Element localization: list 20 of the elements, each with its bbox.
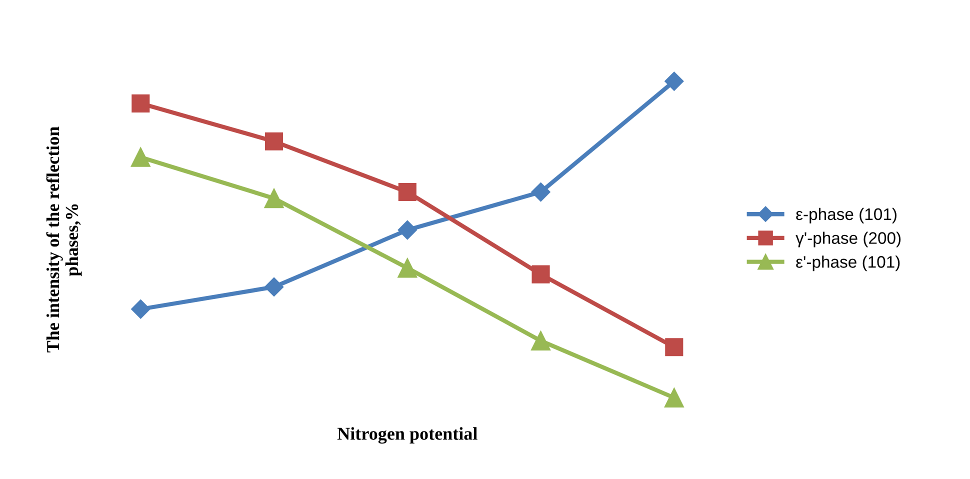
point bbox=[664, 388, 684, 408]
point bbox=[264, 188, 284, 208]
point bbox=[664, 72, 684, 91]
point bbox=[398, 183, 416, 202]
legend-label: γ'-phase (200) bbox=[796, 232, 901, 248]
point bbox=[531, 182, 550, 202]
point bbox=[264, 132, 284, 150]
point bbox=[131, 300, 150, 319]
legend-label: ε-phase (101) bbox=[796, 208, 896, 224]
point bbox=[132, 94, 150, 112]
point bbox=[130, 147, 150, 167]
point bbox=[398, 220, 417, 240]
point bbox=[532, 265, 550, 284]
point bbox=[264, 277, 284, 297]
point bbox=[531, 331, 550, 350]
point bbox=[398, 258, 418, 278]
y-axis-title: The intensity of the reflection phases,% bbox=[46, 126, 82, 352]
x-axis-title: Nitrogen potential bbox=[337, 427, 478, 444]
legend-label: ε'-phase (101) bbox=[796, 256, 900, 272]
point bbox=[665, 338, 684, 356]
